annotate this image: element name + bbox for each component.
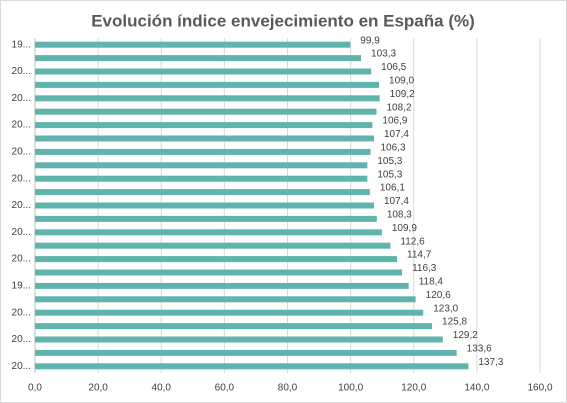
value-label: 106,9 <box>382 116 407 127</box>
value-label: 105,3 <box>377 169 402 180</box>
bar <box>35 202 374 209</box>
x-tick-label: 60,0 <box>215 383 235 394</box>
bar <box>35 282 409 289</box>
value-label: 125,8 <box>442 317 467 328</box>
y-tick-label: 19... <box>12 39 31 50</box>
bar <box>35 242 391 249</box>
value-label: 118,4 <box>419 277 444 288</box>
value-label: 107,4 <box>384 129 409 140</box>
value-label: 106,1 <box>380 183 405 194</box>
bar <box>35 309 424 316</box>
value-label: 99,9 <box>360 35 380 46</box>
y-tick-label: 19... <box>12 281 31 292</box>
value-label: 114,7 <box>407 250 432 261</box>
x-tick-label: 100,0 <box>338 383 363 394</box>
chart-title: Evolución índice envejecimiento en Españ… <box>91 11 475 30</box>
bar <box>35 55 362 62</box>
x-tick-label: 40,0 <box>152 383 172 394</box>
value-label: 109,2 <box>390 89 415 100</box>
bar <box>35 68 372 75</box>
value-label: 108,3 <box>387 210 412 221</box>
y-tick-label: 20... <box>12 254 31 265</box>
bar <box>35 336 443 343</box>
bar <box>35 296 416 303</box>
value-label: 103,3 <box>371 49 396 60</box>
value-label: 133,6 <box>467 344 492 355</box>
value-label: 112,6 <box>400 236 425 247</box>
y-tick-label: 20... <box>12 66 31 77</box>
x-tick-label: 160,0 <box>527 383 552 394</box>
value-label: 123,0 <box>433 303 458 314</box>
value-label: 107,4 <box>384 196 409 207</box>
bar <box>35 95 380 102</box>
bar <box>35 189 370 196</box>
y-tick-label: 20... <box>12 147 31 158</box>
value-label: 108,2 <box>387 102 412 113</box>
bar <box>35 108 377 115</box>
y-tick-label: 20... <box>12 93 31 104</box>
value-label: 120,6 <box>426 290 451 301</box>
bar <box>35 135 374 142</box>
bar <box>35 122 373 129</box>
x-tick-label: 0,0 <box>28 383 42 394</box>
x-tick-label: 20,0 <box>88 383 108 394</box>
value-label: 106,3 <box>381 143 406 154</box>
y-tick-label: 20... <box>12 120 31 131</box>
value-label: 106,5 <box>381 62 406 73</box>
value-label: 137,3 <box>478 357 503 368</box>
bar <box>35 215 377 222</box>
bar <box>35 349 457 356</box>
value-label: 116,3 <box>412 263 437 274</box>
bar <box>35 229 382 236</box>
value-label: 109,0 <box>389 76 414 87</box>
value-label: 105,3 <box>377 156 402 167</box>
y-tick-label: 20... <box>12 173 31 184</box>
x-tick-label: 120,0 <box>401 383 426 394</box>
x-tick-label: 140,0 <box>464 383 489 394</box>
bar <box>35 363 469 370</box>
bar <box>35 81 380 88</box>
value-label: 109,9 <box>392 223 417 234</box>
bar <box>35 148 371 155</box>
bar <box>35 41 351 48</box>
value-label: 129,2 <box>453 330 478 341</box>
x-tick-label: 80,0 <box>278 383 298 394</box>
y-tick-label: 20... <box>12 227 31 238</box>
bar <box>35 323 433 330</box>
y-tick-label: 20... <box>12 307 31 318</box>
bar <box>35 162 368 169</box>
y-tick-label: 20... <box>12 361 31 372</box>
y-tick-label: 20... <box>12 334 31 345</box>
y-tick-label: 20... <box>12 200 31 211</box>
bar <box>35 256 398 263</box>
bar <box>35 175 368 182</box>
bar <box>35 269 403 276</box>
